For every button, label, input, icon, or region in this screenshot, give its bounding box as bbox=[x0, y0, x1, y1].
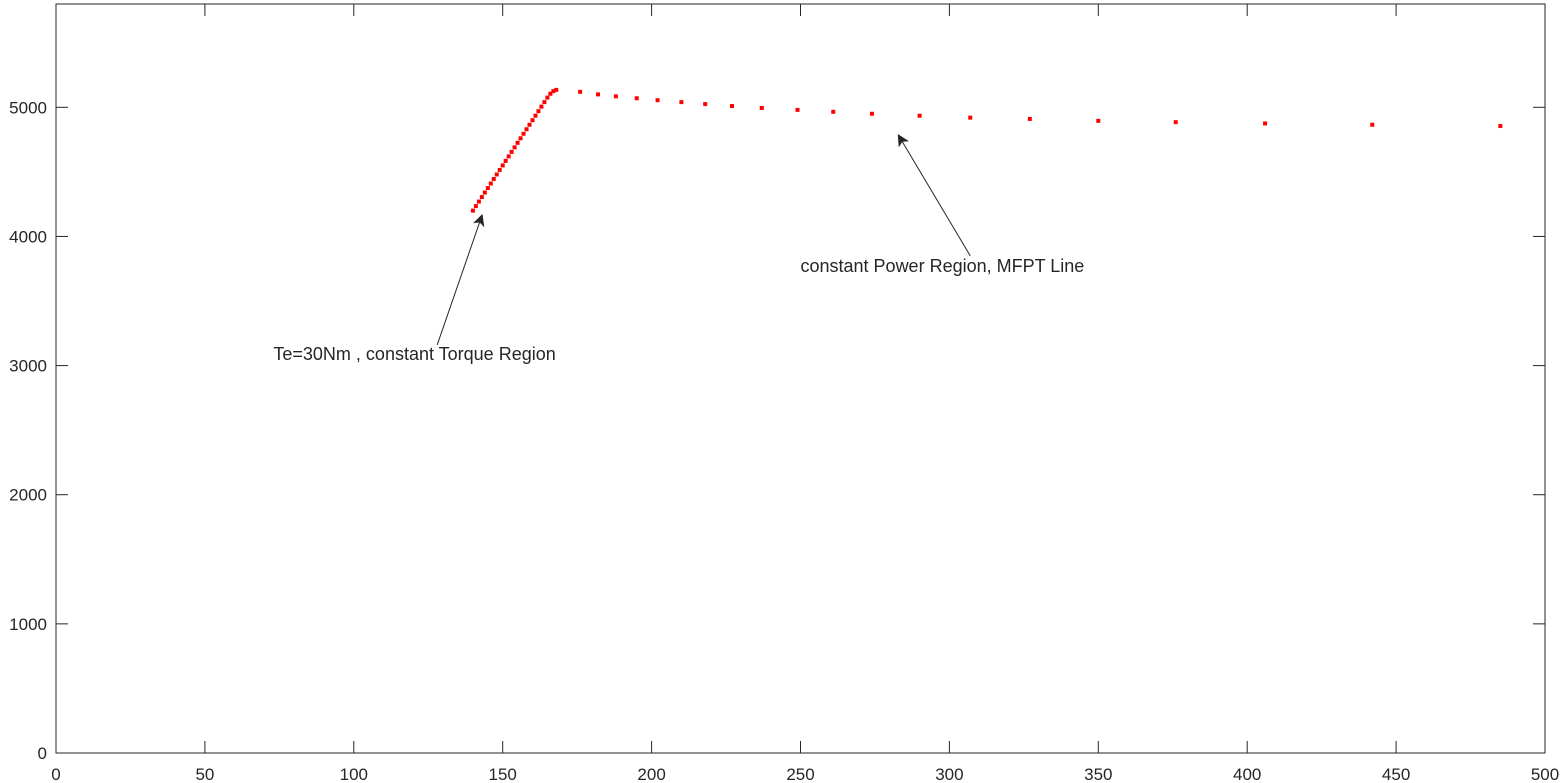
data-point bbox=[968, 115, 973, 120]
x-tick-label: 350 bbox=[1084, 765, 1112, 783]
data-point bbox=[1263, 121, 1268, 126]
y-tick-label: 3000 bbox=[9, 357, 47, 376]
axis-ticks bbox=[55, 4, 1546, 754]
data-point bbox=[542, 100, 547, 105]
data-point bbox=[759, 105, 764, 110]
data-point bbox=[491, 176, 496, 181]
data-point bbox=[485, 186, 490, 191]
data-point bbox=[655, 98, 660, 103]
data-point bbox=[548, 91, 553, 96]
x-tick-label: 450 bbox=[1382, 765, 1410, 783]
annotation-arrow bbox=[436, 213, 485, 346]
data-point bbox=[795, 107, 800, 112]
y-tick-label: 5000 bbox=[9, 98, 47, 117]
data-point bbox=[1173, 120, 1178, 125]
data-point bbox=[500, 163, 505, 168]
data-point bbox=[554, 87, 559, 92]
data-point bbox=[497, 167, 502, 172]
annotation-label: constant Power Region, MFPT Line bbox=[801, 256, 1085, 276]
data-point bbox=[479, 195, 484, 200]
data-point bbox=[703, 102, 708, 107]
data-point bbox=[917, 113, 922, 118]
data-point bbox=[530, 118, 535, 123]
y-tick-label: 2000 bbox=[9, 486, 47, 505]
plot-area bbox=[55, 3, 1546, 754]
data-point bbox=[1370, 122, 1375, 127]
x-tick-label: 0 bbox=[51, 765, 60, 783]
y-tick-label: 0 bbox=[38, 744, 47, 763]
data-point bbox=[533, 113, 538, 118]
y-tick-label: 4000 bbox=[9, 227, 47, 246]
annotation-label: Te=30Nm , constant Torque Region bbox=[273, 344, 555, 364]
y-tick-label: 1000 bbox=[9, 615, 47, 634]
x-tick-label: 100 bbox=[340, 765, 368, 783]
data-point bbox=[1027, 116, 1032, 121]
data-point bbox=[488, 181, 493, 186]
data-point bbox=[1498, 124, 1503, 129]
data-point bbox=[470, 208, 475, 213]
data-point bbox=[506, 154, 511, 159]
data-point bbox=[521, 131, 526, 136]
data-point bbox=[730, 104, 735, 109]
data-point bbox=[613, 94, 618, 99]
data-point bbox=[539, 104, 544, 109]
data-point bbox=[515, 140, 520, 145]
data-point bbox=[545, 95, 550, 100]
data-point bbox=[473, 204, 478, 209]
x-tick-label: 200 bbox=[637, 765, 665, 783]
data-point bbox=[578, 89, 583, 94]
data-point bbox=[679, 100, 684, 105]
data-point bbox=[476, 199, 481, 204]
x-tick-label: 50 bbox=[195, 765, 214, 783]
axis-tick-labels: 0 50 100 150 200 250 300 350 400 450 5000100020003… bbox=[9, 98, 1559, 783]
x-tick-label: 300 bbox=[935, 765, 963, 783]
data-point bbox=[536, 109, 541, 114]
data-point bbox=[831, 109, 836, 114]
data-point bbox=[527, 122, 532, 127]
annotations: Te=30Nm , constant Torque Region constant… bbox=[273, 134, 1085, 364]
data-points bbox=[470, 87, 1503, 213]
x-tick-label: 250 bbox=[786, 765, 814, 783]
data-point bbox=[518, 136, 523, 141]
x-tick-label: 150 bbox=[489, 765, 517, 783]
annotation-arrow bbox=[897, 134, 971, 257]
x-tick-label: 500 bbox=[1531, 765, 1559, 783]
data-point bbox=[634, 96, 639, 101]
data-point bbox=[482, 190, 487, 195]
data-point bbox=[512, 145, 517, 150]
data-point bbox=[1096, 118, 1101, 123]
data-point bbox=[524, 127, 529, 132]
data-point bbox=[551, 89, 556, 94]
data-point bbox=[509, 149, 514, 154]
data-point bbox=[503, 158, 508, 163]
data-point bbox=[595, 92, 600, 97]
x-tick-label: 400 bbox=[1233, 765, 1261, 783]
data-point bbox=[494, 172, 499, 177]
data-point bbox=[869, 111, 874, 116]
